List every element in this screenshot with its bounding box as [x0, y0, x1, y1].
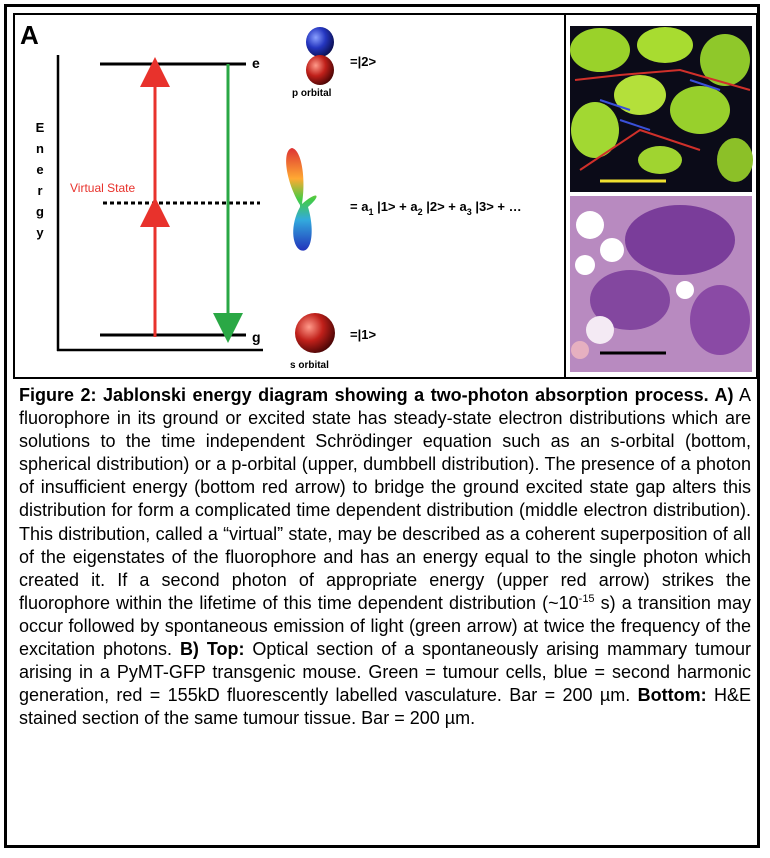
state-equation: =|2> [350, 54, 376, 69]
caption-superscript: -15 [579, 593, 595, 605]
virtual-label: Virtual State [70, 181, 135, 195]
level-label: e [252, 55, 260, 71]
s-orbital [295, 313, 335, 353]
energy-letter: e [36, 162, 43, 177]
eq-part: = a [350, 199, 369, 214]
orbital-label: s orbital [290, 360, 329, 371]
virtual-orbital [286, 148, 316, 251]
caption-bold: Bottom: [638, 685, 707, 705]
eq-part: |3> + … [472, 199, 522, 214]
caption-text: A fluorophore in its ground or excited s… [19, 385, 751, 613]
eq-part: |1> + a [373, 199, 418, 214]
energy-letter: g [36, 204, 44, 219]
panel-a-border [14, 14, 565, 378]
energy-letter: r [37, 183, 42, 198]
energy-letter: y [36, 225, 44, 240]
page: A B Energy e g Virtual State p orbital s… [0, 0, 770, 858]
state-equation: = a1 |1> + a2 |2> + a3 |3> + … [350, 199, 522, 217]
he-stain-image [570, 196, 752, 372]
level-label: g [252, 329, 261, 345]
panel-letter: A [20, 20, 39, 50]
state-equation: =|1> [350, 327, 376, 342]
figure-caption: Figure 2: Jablonski energy diagram showi… [19, 384, 751, 730]
energy-letter: E [36, 120, 45, 135]
p-orbital-lobe [306, 27, 334, 57]
eq-part: |2> + a [423, 199, 468, 214]
energy-letter: n [36, 141, 44, 156]
p-orbital-lobe [306, 55, 334, 85]
caption-bold: B) Top: [180, 639, 245, 659]
fluorescence-image [570, 26, 753, 192]
caption-bold: Figure 2: Jablonski energy diagram showi… [19, 385, 733, 405]
orbital-label: p orbital [292, 88, 332, 99]
